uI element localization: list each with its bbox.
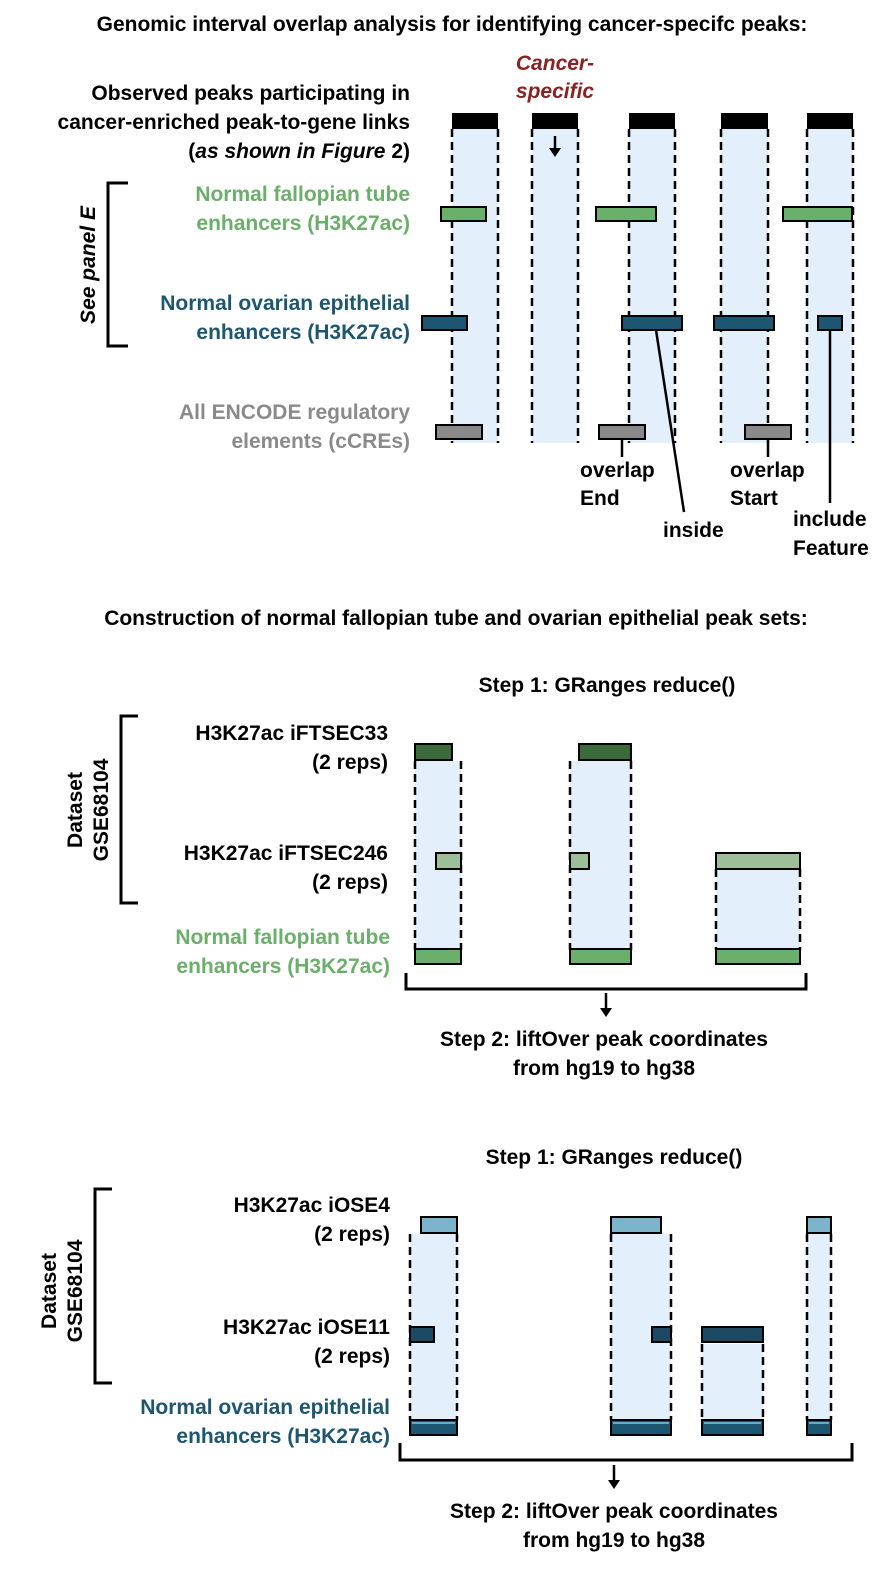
ftsec33-bar-2 — [578, 743, 632, 761]
construction-panel-title: Construction of normal fallopian tube an… — [104, 607, 808, 630]
cancer-specific-label-line1: Cancer- — [516, 52, 594, 75]
ovarian-bar-1 — [421, 315, 468, 331]
ovarian-dataset-label-line2: GSE68104 — [64, 1239, 87, 1342]
observed-peak-3 — [629, 113, 675, 129]
overlap-shaded-columns — [452, 129, 853, 443]
fallopian-bar-2 — [595, 206, 657, 222]
ovarian-bar-2 — [621, 315, 683, 331]
iose11-bar-1 — [409, 1326, 435, 1343]
overlap-start-label-line1: overlap — [730, 459, 805, 482]
encode-bar-3 — [744, 424, 792, 440]
observed-peak-2 — [532, 113, 578, 129]
iose4-bar-3 — [806, 1216, 832, 1234]
fallopian-step2-arrow-head — [600, 1008, 612, 1017]
fallopian-result-bar-1 — [414, 948, 462, 965]
fallopian-result-bar-3 — [715, 948, 801, 965]
shade-column-3 — [629, 129, 675, 443]
see-panel-label: See panel E — [77, 205, 100, 324]
ovarian-step2-bracket — [398, 1443, 854, 1462]
cancer-specific-label-line2: specific — [516, 80, 595, 103]
iose4-bar-2 — [610, 1216, 662, 1234]
observed-peaks-label-line2: cancer-enriched peak-to-gene links — [58, 111, 410, 134]
iose11-label-line1: H3K27ac iOSE11 — [223, 1316, 390, 1339]
encode-bar-2 — [598, 424, 646, 440]
fallopian-bar-3 — [782, 206, 853, 222]
ovarian-bar-4 — [817, 315, 843, 331]
ftsec246-label-line2: (2 reps) — [312, 871, 388, 894]
ovarian-step2-arrow-head — [608, 1480, 620, 1489]
iose4-label-line1: H3K27ac iOSE4 — [234, 1194, 391, 1217]
ovarian-enhancers-label-line2: enhancers (H3K27ac) — [196, 321, 410, 344]
fallopian-result-bars — [414, 948, 801, 965]
ovarian-step2-label-line1: Step 2: liftOver peak coordinates — [450, 1500, 778, 1523]
observed-peaks — [452, 113, 853, 129]
fallopian-dataset-bracket — [119, 714, 138, 905]
iose4-bar-1 — [420, 1216, 458, 1234]
ovarian-step1-label: Step 1: GRanges reduce() — [486, 1146, 743, 1169]
fallopian-dataset-label-line2: GSE68104 — [90, 758, 113, 861]
observed-peak-4 — [721, 113, 768, 129]
fallopian-step1-label: Step 1: GRanges reduce() — [479, 674, 736, 697]
ovarian-dataset-label-line1: Dataset — [38, 1253, 61, 1329]
encode-bars — [435, 424, 792, 440]
overlap-panel-title: Genomic interval overlap analysis for id… — [97, 13, 808, 36]
shade-column-1 — [452, 129, 498, 443]
observed-peaks-label-line3: (as shown in Figure 2) — [188, 140, 410, 163]
ovarian-shaded-columns — [410, 1234, 831, 1420]
cancer-specific-arrow-head — [549, 148, 561, 157]
see-panel-bracket — [106, 181, 128, 348]
iose4-label-line2: (2 reps) — [314, 1223, 390, 1246]
include-feature-label-line1: include — [793, 508, 867, 531]
fallopian-step2-bracket — [404, 973, 808, 991]
fallopian-result-bar-2 — [569, 948, 632, 965]
fallopian-step2-label-line2: from hg19 to hg38 — [513, 1057, 695, 1080]
encode-label-line2: elements (cCREs) — [231, 430, 410, 453]
fallopian-bar-1 — [440, 206, 487, 222]
observed-peak-1 — [452, 113, 498, 129]
ovarian-enhancer-bars — [421, 315, 843, 331]
ftsec33-label-line1: H3K27ac iFTSEC33 — [195, 722, 388, 745]
fallopian-result-label-line2: enhancers (H3K27ac) — [176, 955, 390, 978]
fallopian-shaded-columns — [415, 761, 800, 950]
iose11-bar-2 — [651, 1326, 672, 1343]
ftsec33-bar-1 — [414, 743, 453, 761]
ovarian-enhancers-label-line1: Normal ovarian epithelial — [160, 292, 410, 315]
ftsec246-bar-3 — [715, 852, 801, 870]
ftsec246-bar-1 — [435, 852, 462, 870]
ftsec246-bars — [435, 852, 801, 870]
ftsec33-label-line2: (2 reps) — [312, 751, 388, 774]
ovarian-result-label-line1: Normal ovarian epithelial — [140, 1396, 390, 1419]
iose4-bars — [420, 1216, 832, 1234]
iose11-label-line2: (2 reps) — [314, 1345, 390, 1368]
fallopian-step2-label-line1: Step 2: liftOver peak coordinates — [440, 1028, 768, 1051]
encode-label-line1: All ENCODE regulatory — [179, 401, 410, 424]
ftsec33-bars — [414, 743, 632, 761]
fallopian-result-label-line1: Normal fallopian tube — [175, 926, 390, 949]
inside-label: inside — [663, 519, 724, 542]
fallopian-dataset-label-line1: Dataset — [64, 772, 87, 848]
overlap-end-label-line2: End — [580, 487, 620, 510]
shade-column-2 — [532, 129, 578, 443]
callout-lines — [620, 329, 832, 513]
fallopian-enhancers-label-line1: Normal fallopian tube — [195, 183, 410, 206]
ovarian-bar-3 — [713, 315, 775, 331]
fallopian-enhancers-label-line2: enhancers (H3K27ac) — [196, 212, 410, 235]
overlap-end-label-line1: overlap — [580, 459, 655, 482]
ftsec246-bar-2 — [569, 852, 590, 870]
observed-peak-5 — [807, 113, 853, 129]
ftsec246-label-line1: H3K27ac iFTSEC246 — [184, 842, 388, 865]
encode-bar-1 — [435, 424, 483, 440]
overlap-dashed-borders — [450, 129, 855, 443]
iose11-bars — [409, 1326, 764, 1343]
iose11-bar-3 — [701, 1326, 764, 1343]
fallopian-enhancer-bars — [440, 206, 853, 222]
ovarian-result-label-line2: enhancers (H3K27ac) — [176, 1425, 390, 1448]
ovarian-dataset-bracket — [93, 1187, 112, 1385]
ovarian-step2-label-line2: from hg19 to hg38 — [523, 1529, 705, 1552]
shade-column-4 — [721, 129, 768, 443]
observed-peaks-label-line1: Observed peaks participating in — [91, 82, 410, 105]
include-feature-label-line2: Feature — [793, 537, 869, 560]
overlap-start-label-line2: Start — [730, 487, 778, 510]
